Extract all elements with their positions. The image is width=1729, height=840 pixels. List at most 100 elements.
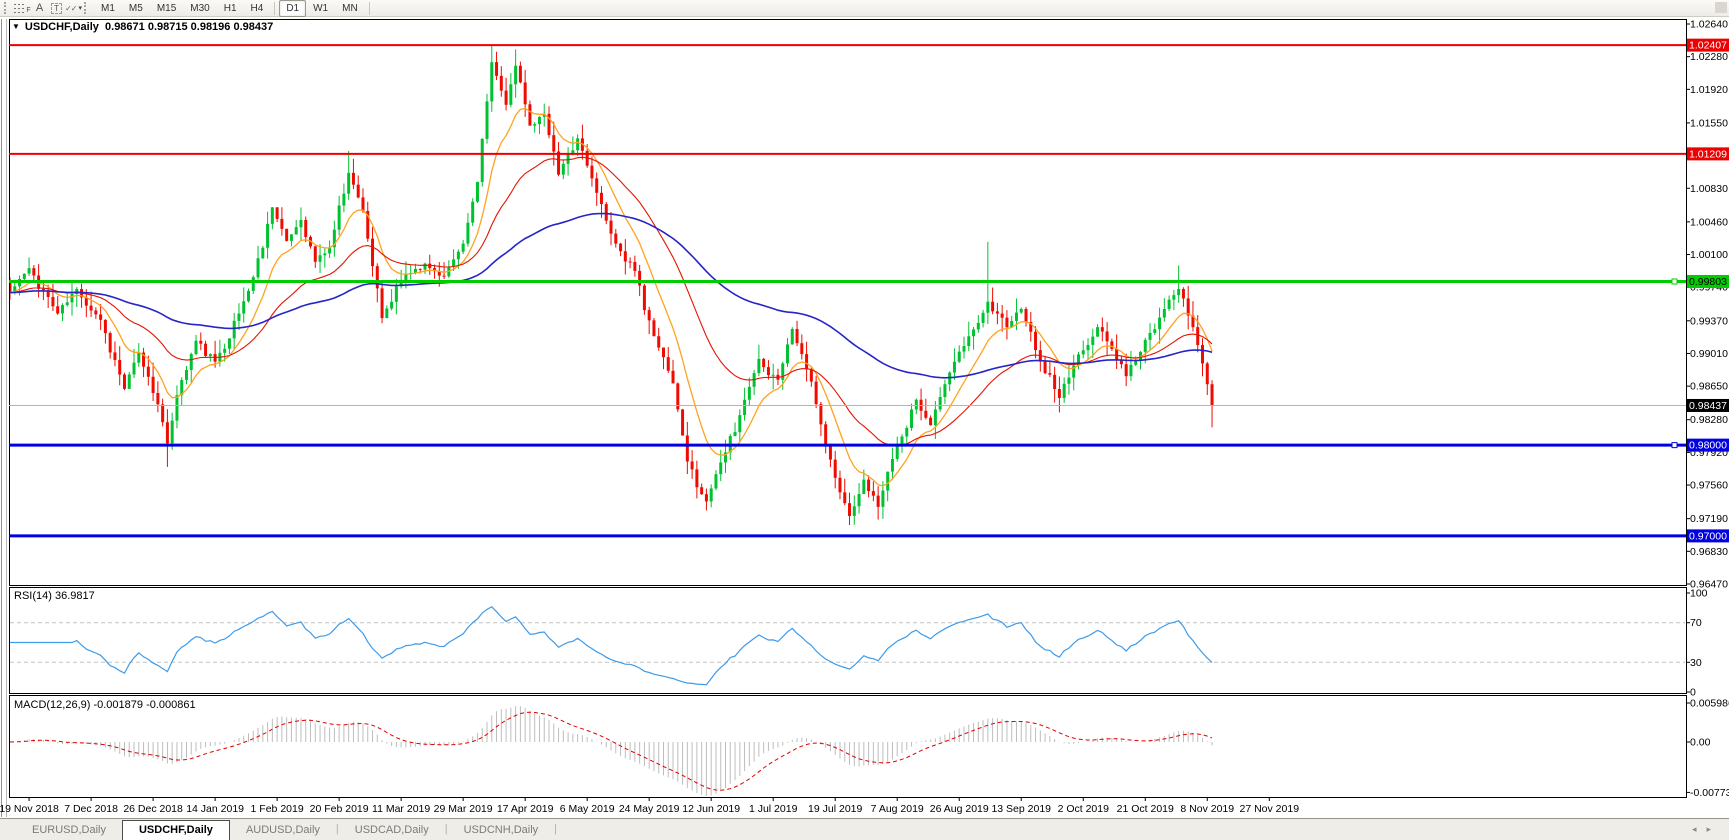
- candle: [619, 243, 623, 252]
- candle: [805, 354, 809, 370]
- candle: [852, 506, 856, 516]
- label-box-icon: T: [51, 2, 62, 14]
- candle: [714, 474, 718, 489]
- candle: [657, 336, 661, 348]
- candle: [738, 415, 742, 433]
- candle: [208, 354, 212, 356]
- price-tick-label: 0.98650: [1690, 381, 1728, 393]
- candle: [1186, 298, 1190, 316]
- timeframe-h4[interactable]: H4: [250, 2, 264, 14]
- price-tick-label: 0.99370: [1690, 315, 1728, 327]
- candle: [413, 268, 417, 274]
- candle: [542, 113, 546, 117]
- toolbar-grip-2[interactable]: [84, 2, 90, 14]
- candle: [914, 399, 918, 410]
- candle: [929, 417, 933, 426]
- candle: [347, 172, 351, 194]
- candle: [867, 479, 871, 492]
- tabbar-scroll-arrows[interactable]: ◂▸: [1692, 824, 1721, 835]
- tab-usdcnh[interactable]: USDCNH,Daily: [463, 824, 539, 836]
- candle: [199, 340, 203, 344]
- candle: [313, 246, 317, 262]
- timeframe-mn[interactable]: MN: [342, 2, 358, 14]
- toolbar-overflow-icon[interactable]: [1715, 2, 1727, 13]
- candle: [967, 336, 971, 347]
- candle: [1019, 308, 1023, 313]
- candle: [972, 329, 976, 337]
- candle: [1053, 374, 1057, 390]
- fibonacci-tool-icon[interactable]: F: [14, 1, 31, 16]
- candle: [480, 138, 484, 182]
- candle: [170, 420, 174, 444]
- hline-price-label: 1.01209: [1687, 147, 1729, 161]
- candle: [156, 393, 160, 405]
- candle: [247, 290, 250, 302]
- tab-usdchf[interactable]: USDCHF,Daily: [121, 820, 230, 840]
- timeframe-m30[interactable]: M30: [190, 2, 210, 14]
- toolbar-grip[interactable]: [4, 2, 10, 14]
- tabs-scroll-right-icon[interactable]: ▸: [1706, 824, 1721, 834]
- macd-panel: [9, 695, 1687, 798]
- timeframe-m5[interactable]: M5: [128, 2, 143, 14]
- fibonacci-letter: F: [26, 6, 31, 14]
- candle: [1181, 289, 1185, 299]
- candle: [795, 328, 799, 344]
- timeframe-m15[interactable]: M15: [156, 2, 177, 14]
- candle: [1115, 348, 1119, 360]
- tabs-scroll-left-icon[interactable]: ◂: [1691, 824, 1707, 834]
- candle: [1148, 332, 1152, 340]
- candle: [471, 201, 475, 223]
- symbol-dropdown-icon[interactable]: ▼: [12, 22, 20, 31]
- candle: [442, 275, 446, 277]
- date-label: 11 Mar 2019: [372, 803, 430, 815]
- price-tick-label: 1.00100: [1690, 249, 1728, 261]
- candle: [743, 399, 747, 416]
- candle: [366, 210, 370, 239]
- tab-eurusd[interactable]: EURUSD,Daily: [32, 824, 106, 836]
- tab-usdcad[interactable]: USDCAD,Daily: [354, 824, 429, 836]
- text-tool-icon[interactable]: A: [35, 2, 44, 14]
- hline-handle[interactable]: [1671, 278, 1678, 285]
- candle: [495, 62, 499, 76]
- candle: [685, 435, 689, 462]
- date-label: 17 Apr 2019: [497, 803, 554, 815]
- candle: [962, 346, 966, 352]
- candle: [537, 116, 541, 125]
- date-label: 14 Jan 2019: [186, 803, 244, 815]
- tab-audusd[interactable]: AUDUSD,Daily: [245, 824, 320, 836]
- candle: [533, 124, 537, 126]
- timeframe-h1[interactable]: H1: [223, 2, 237, 14]
- candle: [1110, 341, 1114, 349]
- candle: [666, 357, 670, 371]
- hline-handle[interactable]: [1671, 442, 1678, 449]
- candle: [242, 301, 246, 314]
- timeframe-m1[interactable]: M1: [101, 2, 115, 14]
- toolbar-separator-2: [368, 1, 370, 15]
- candle: [266, 223, 270, 248]
- candle: [180, 379, 184, 396]
- candle: [628, 261, 632, 263]
- label-tool-icon[interactable]: T: [48, 1, 65, 16]
- candle: [700, 487, 704, 495]
- candle: [757, 358, 761, 374]
- candle: [165, 422, 169, 444]
- candle: [60, 305, 64, 314]
- candle: [280, 218, 284, 229]
- chart-title[interactable]: ▼ USDCHF,Daily 0.98671 0.98715 0.98196 0.…: [12, 21, 273, 33]
- timeframe-w1[interactable]: W1: [313, 2, 329, 14]
- candle: [991, 301, 995, 312]
- candle: [848, 503, 852, 516]
- macd-histogram: [14, 706, 1213, 796]
- candle: [1119, 359, 1123, 365]
- toolbar: F A T ✓✓ ▾ M1 M5 M15 M30 H1 H4 D1 W1 MN: [0, 0, 1729, 17]
- timeframe-d1[interactable]: D1: [279, 0, 307, 17]
- candle: [552, 135, 556, 152]
- hline-price-label: 0.97000: [1687, 529, 1729, 543]
- candle: [762, 358, 766, 368]
- arrows-tool-icon[interactable]: ✓✓ ▾: [65, 1, 82, 16]
- date-label: 20 Feb 2019: [310, 803, 369, 815]
- candle: [1005, 317, 1009, 328]
- candle: [456, 251, 460, 260]
- candle: [22, 273, 26, 279]
